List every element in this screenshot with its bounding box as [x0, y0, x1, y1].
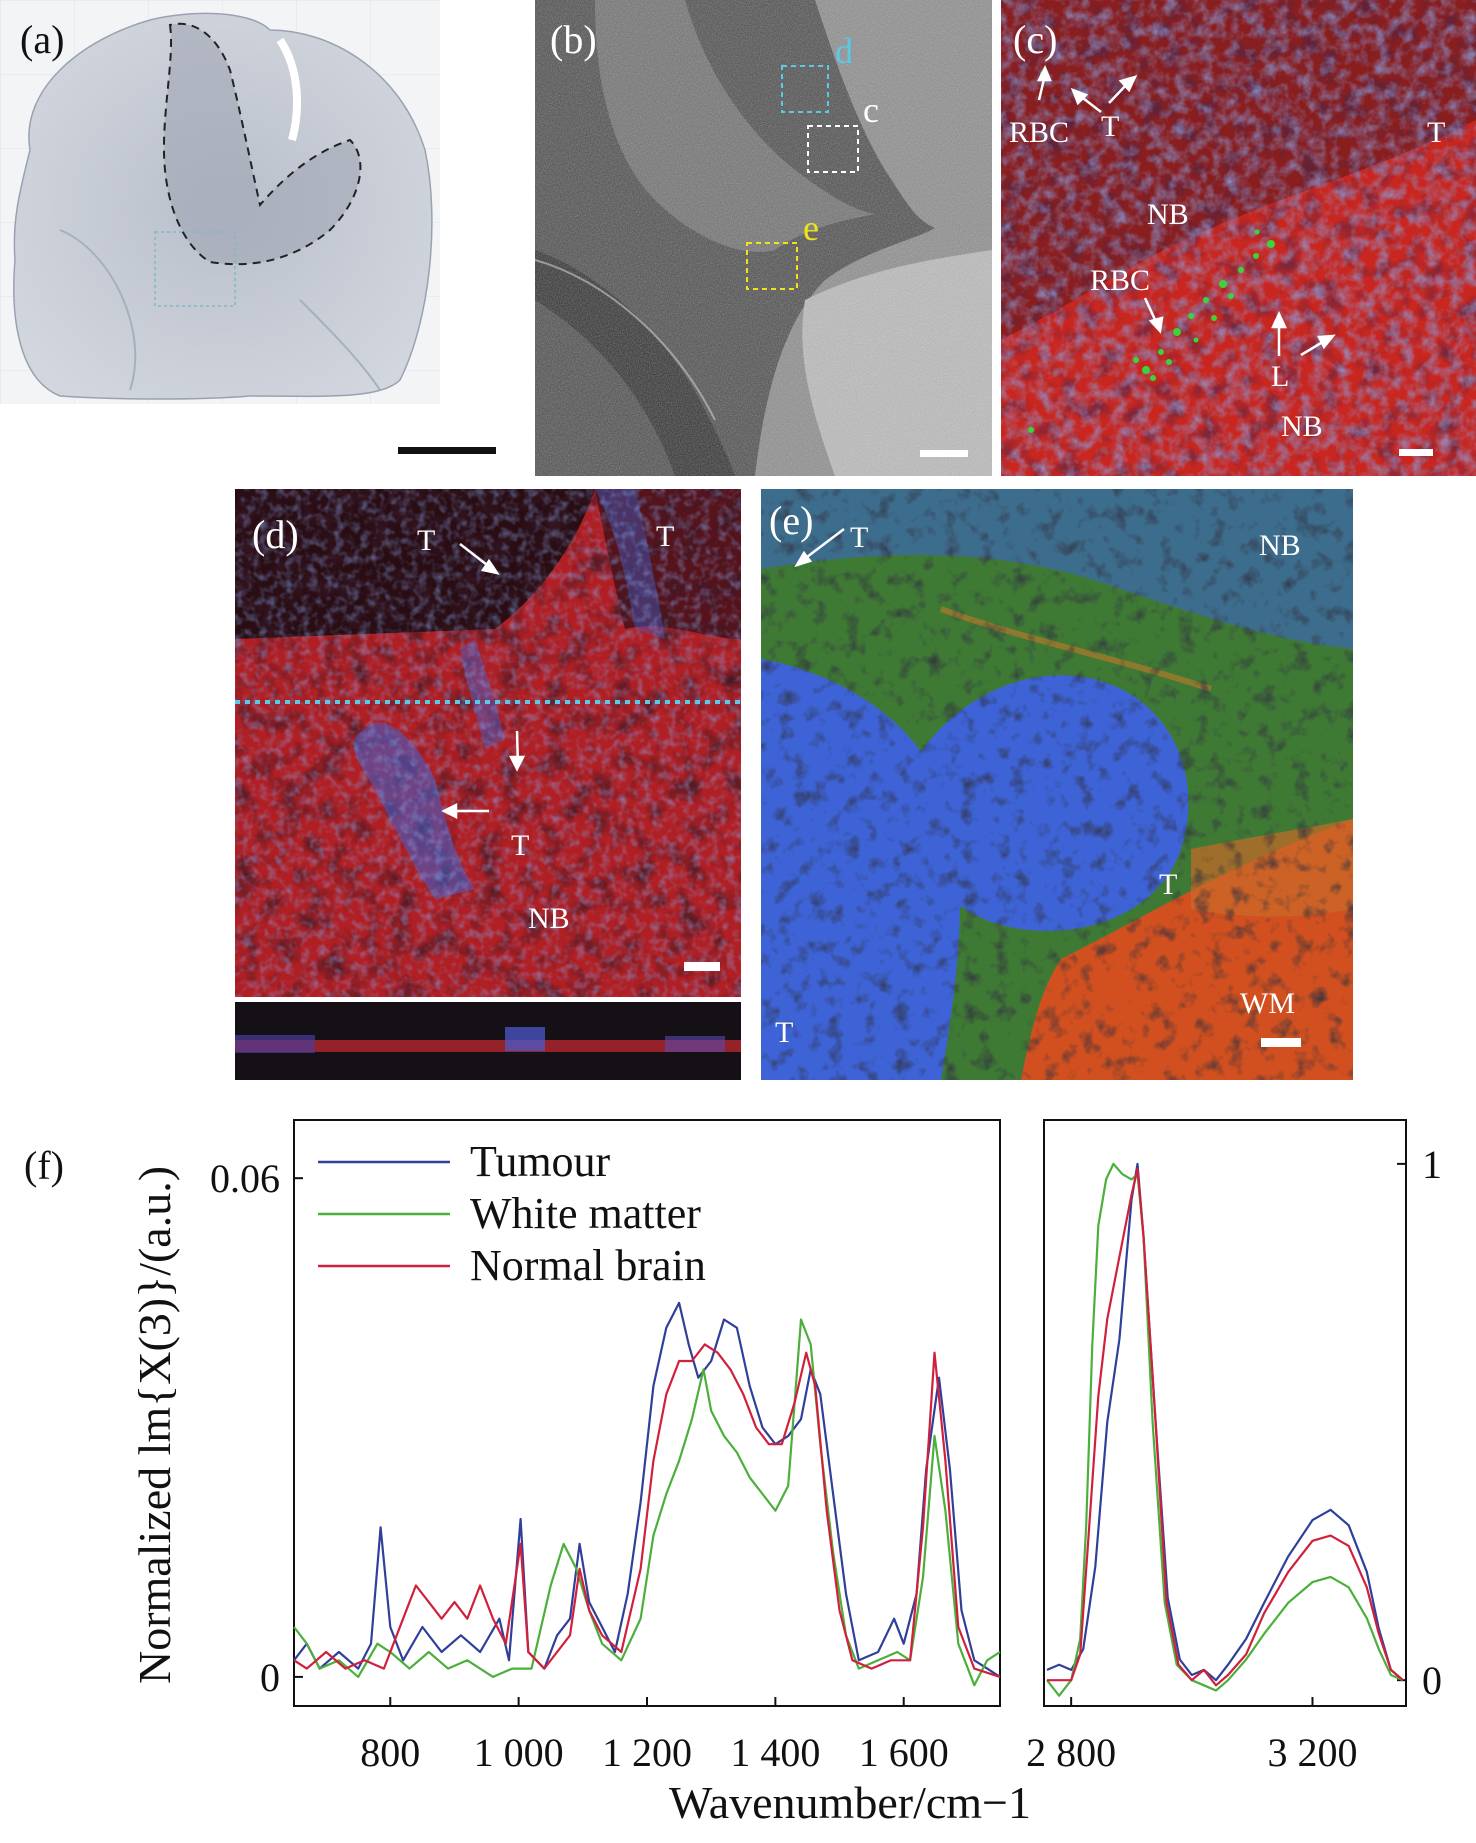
- panel-d-image: [235, 489, 741, 997]
- panel-d-xz-image: [235, 1027, 741, 1053]
- right-plot-frame: [1043, 1119, 1407, 1707]
- panel-b-image: [535, 0, 992, 476]
- y-tick-label-right-0: 0: [1422, 1658, 1442, 1703]
- panel-a: (a): [0, 0, 440, 404]
- panel-b-label: (b): [550, 17, 597, 62]
- x-tick-label-left-4: 1 600: [859, 1730, 949, 1775]
- label-t-center-e: T: [1159, 868, 1178, 901]
- x-tick-label-left-3: 1 400: [730, 1730, 820, 1775]
- panel-e-label: (e): [769, 498, 814, 543]
- y-tick-label-right-1: 1: [1422, 1142, 1442, 1187]
- panel-c-label: (c): [1013, 17, 1058, 62]
- label-wm: WM: [1240, 987, 1295, 1020]
- label-t-lower: T: [511, 829, 530, 862]
- x-tick-label-left-1: 1 000: [474, 1730, 564, 1775]
- x-tick-label-right-1: 3 200: [1267, 1730, 1357, 1775]
- series-line-left-white-matter: [293, 1318, 1001, 1687]
- panel-b: (b) d c e: [535, 0, 992, 476]
- label-t-bottom-left-e: T: [775, 1016, 794, 1049]
- series-line-left-tumour: [293, 1301, 1001, 1678]
- panel-a-scale-bar-black: [398, 447, 496, 454]
- panel-a-label: (a): [20, 17, 65, 62]
- label-nb-mid: NB: [1147, 198, 1189, 231]
- label-rbc-mid: RBC: [1090, 264, 1151, 297]
- x-axis-label: Wavenumber/cm−1: [669, 1777, 1031, 1828]
- label-t-top-right: T: [656, 520, 675, 553]
- label-t-right: T: [1427, 116, 1446, 149]
- label-t-upper: T: [417, 524, 436, 557]
- box-label-e: e: [803, 208, 819, 248]
- left-plot-frame: [293, 1119, 1001, 1707]
- label-t-top-e: T: [850, 521, 869, 554]
- series-line-right-normal-brain: [1047, 1167, 1404, 1687]
- label-nb-e: NB: [1259, 529, 1301, 562]
- tumour-outline: [162, 22, 362, 266]
- series-line-right-white-matter: [1046, 1162, 1404, 1697]
- panel-e: (e) T NB T T WM: [761, 489, 1353, 1080]
- box-label-d: d: [835, 31, 853, 71]
- legend-label-1: White matter: [470, 1189, 701, 1238]
- box-label-c: c: [863, 90, 879, 130]
- panel-f-label: (f): [24, 1143, 64, 1188]
- panel-c-image: [1001, 0, 1476, 476]
- panel-a-image: [0, 0, 440, 404]
- label-nb-d: NB: [528, 902, 570, 935]
- x-tick-label-left-2: 1 200: [602, 1730, 692, 1775]
- x-tick-label-left-0: 800: [360, 1730, 420, 1775]
- series-line-left-normal-brain: [293, 1343, 1001, 1678]
- label-rbc-top: RBC: [1009, 116, 1070, 149]
- panel-e-image: [761, 489, 1353, 1080]
- panel-d-label: (d): [252, 512, 299, 557]
- y-tick-label-left-0: 0: [260, 1655, 280, 1700]
- series-line-right-tumour: [1046, 1162, 1404, 1682]
- label-t-top: T: [1101, 110, 1120, 143]
- y-axis-label: Normalized lm{X(3)}/(a.u.): [129, 1166, 180, 1684]
- legend-label-0: Tumour: [470, 1137, 611, 1186]
- panel-c: (c) RBC T T NB RBC L NB: [1001, 0, 1476, 476]
- panel-d-xz-section: [235, 1002, 741, 1080]
- label-nb-bottom: NB: [1281, 410, 1323, 443]
- x-tick-label-right-0: 2 800: [1026, 1730, 1116, 1775]
- y-tick-label-left-1: 0.06: [210, 1156, 280, 1201]
- panel-d: (d) T T T NB: [235, 489, 741, 997]
- label-l: L: [1271, 360, 1290, 393]
- legend-label-2: Normal brain: [470, 1241, 706, 1290]
